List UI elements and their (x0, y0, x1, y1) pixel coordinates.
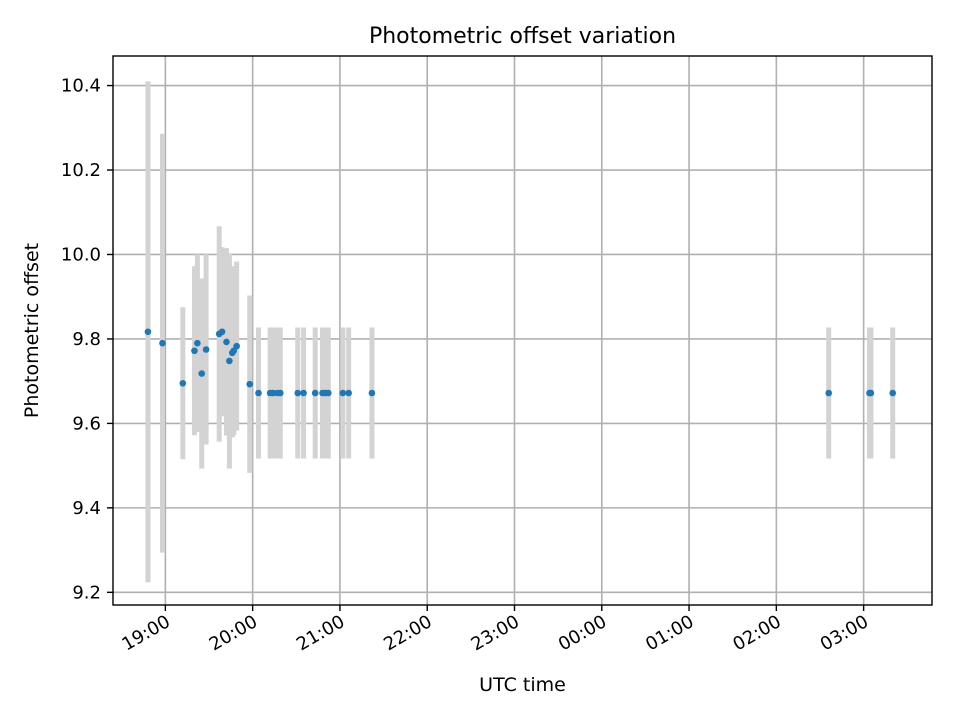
data-point (339, 389, 347, 397)
y-tick-label: 10.4 (61, 76, 101, 97)
y-tick-label: 9.4 (72, 498, 101, 519)
data-points (144, 328, 897, 397)
data-point (223, 338, 230, 346)
data-point (202, 346, 210, 353)
y-tick-label: 9.2 (72, 582, 101, 603)
data-point (246, 380, 254, 388)
data-point (324, 389, 332, 397)
y-axis-label: Photometric offset (21, 243, 43, 418)
y-tick-label: 9.6 (72, 413, 101, 434)
data-point (218, 328, 226, 336)
data-point (194, 339, 201, 347)
data-point (311, 389, 319, 397)
data-point (226, 357, 233, 365)
data-point (889, 389, 897, 397)
data-point (300, 389, 307, 397)
data-point (159, 339, 166, 347)
data-point (345, 389, 352, 397)
data-point (825, 389, 833, 397)
y-tick-label: 10.0 (61, 244, 101, 265)
data-point (144, 328, 152, 336)
chart-title: Photometric offset variation (369, 24, 676, 49)
data-point (368, 389, 376, 397)
data-point (867, 389, 875, 397)
data-point (191, 347, 198, 355)
x-axis-label: UTC time (479, 674, 566, 696)
data-point (233, 342, 240, 350)
data-point (276, 389, 284, 397)
data-point (198, 370, 206, 377)
data-point (179, 379, 187, 387)
data-point (255, 389, 262, 397)
y-tick-label: 10.2 (61, 160, 101, 181)
y-tick-label: 9.8 (72, 329, 101, 350)
plot-frame (112, 55, 933, 606)
data-point (294, 389, 302, 397)
